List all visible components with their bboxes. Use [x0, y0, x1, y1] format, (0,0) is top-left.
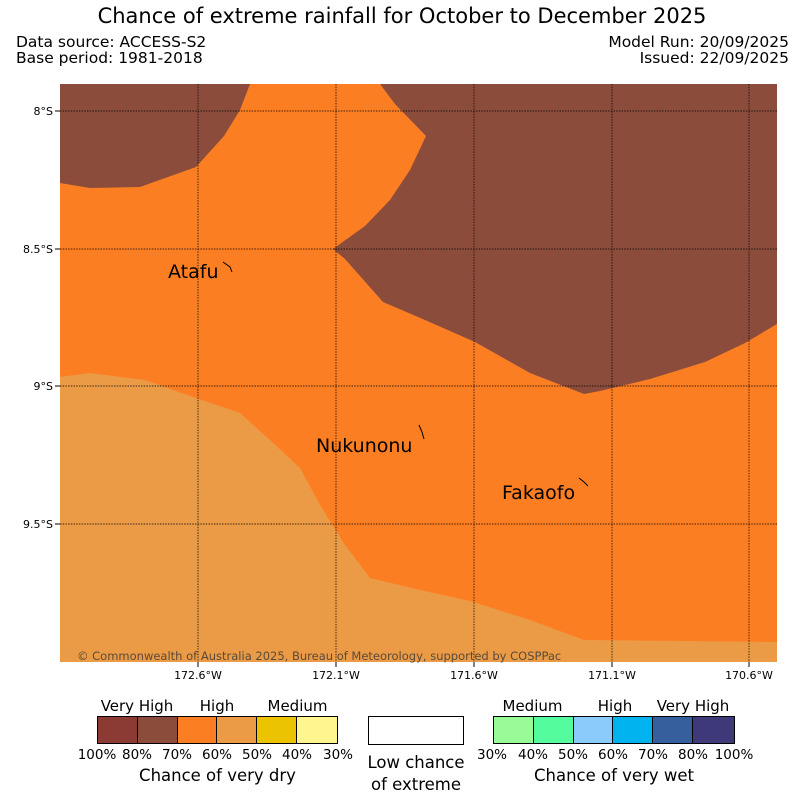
- map-axis-ticks: [55, 110, 750, 667]
- dry-tick-60: 60%: [201, 747, 232, 763]
- dry-tick-100: 100%: [77, 747, 117, 763]
- atoll-outlines: [222, 261, 589, 487]
- wet-legend-title: Chance of very wet: [534, 766, 694, 785]
- wet-tick-70: 70%: [637, 747, 668, 763]
- region-medium-dry-southwest: [60, 373, 777, 662]
- dry-tick-50: 50%: [241, 747, 272, 763]
- place-label-atafu: Atafu: [168, 261, 219, 283]
- dry-tick-40: 40%: [281, 747, 312, 763]
- dry-tick-80: 80%: [121, 747, 152, 763]
- place-label-fakaofo: Fakaofo: [502, 482, 576, 504]
- lat-label-9s: 9°S: [33, 380, 53, 393]
- fakaofo-atoll-outline: [578, 477, 589, 487]
- dry-tick-70: 70%: [161, 747, 192, 763]
- map-graticule: [60, 84, 777, 662]
- dry-swatch-80-70: [137, 717, 178, 743]
- wet-category-high: High: [597, 697, 633, 715]
- wet-tick-60: 60%: [597, 747, 628, 763]
- wet-tick-100: 100%: [714, 747, 754, 763]
- lon-label-171-1w: 171.1°W: [588, 669, 636, 682]
- nukunonu-atoll-outline: [418, 424, 425, 440]
- model-run-text: Model Run: 20/09/2025: [608, 33, 789, 51]
- wet-swatch-50-60: [573, 717, 614, 743]
- wet-tick-80: 80%: [677, 747, 708, 763]
- lat-label-9-5s: 9.5°S: [23, 518, 53, 531]
- wet-colorbar: [493, 716, 735, 744]
- meta-left: Data source: ACCESS-S2 Base period: 1981…: [16, 34, 206, 66]
- dry-category-very-high: Very High: [100, 697, 174, 715]
- wet-swatch-60-70: [613, 717, 654, 743]
- lon-label-172-6w: 172.6°W: [174, 669, 222, 682]
- region-very-high-dry-east: [333, 84, 777, 394]
- low-chance-label-line1: Low chance: [367, 753, 465, 772]
- dry-colorbar: [97, 716, 338, 744]
- region-very-high-dry-northwest: [60, 84, 250, 188]
- wet-tick-40: 40%: [517, 747, 548, 763]
- wet-tick-50: 50%: [557, 747, 588, 763]
- wet-category-very-high: Very High: [656, 697, 730, 715]
- wet-swatch-30-40: [494, 717, 534, 743]
- issued-text: Issued: 22/09/2025: [639, 49, 789, 67]
- copyright-notice: © Commonwealth of Australia 2025, Bureau…: [77, 649, 562, 663]
- low-chance-swatch: [368, 716, 464, 745]
- lon-label-170-6w: 170.6°W: [725, 669, 773, 682]
- data-source-text: Data source: ACCESS-S2: [16, 33, 207, 51]
- atafu-atoll-outline: [222, 261, 233, 273]
- base-period-text: Base period: 1981-2018: [16, 49, 203, 67]
- lat-label-8-5s: 8.5°S: [23, 243, 53, 256]
- dry-swatch-70-60: [177, 717, 218, 743]
- meta-right: Model Run: 20/09/2025 Issued: 22/09/2025: [608, 34, 789, 66]
- low-chance-label: Low chance of extreme: [356, 752, 476, 796]
- wet-category-medium: Medium: [502, 697, 563, 715]
- dry-swatch-50-40: [257, 717, 298, 743]
- wet-swatch-40-50: [533, 717, 574, 743]
- wet-tick-30: 30%: [476, 747, 507, 763]
- wet-swatch-70-80: [653, 717, 694, 743]
- map-title: Chance of extreme rainfall for October t…: [97, 4, 707, 28]
- dry-category-high: High: [199, 697, 235, 715]
- lon-label-172-1w: 172.1°W: [312, 669, 360, 682]
- low-chance-label-line2: of extreme: [370, 775, 462, 794]
- dry-legend-title: Chance of very dry: [139, 766, 296, 785]
- dry-tick-30: 30%: [322, 747, 353, 763]
- dry-category-medium: Medium: [267, 697, 328, 715]
- dry-swatch-60-50: [217, 717, 258, 743]
- place-label-nukunonu: Nukunonu: [316, 435, 413, 457]
- wet-swatch-80-100: [693, 717, 734, 743]
- lon-label-171-6w: 171.6°W: [450, 669, 498, 682]
- dry-swatch-40-30: [297, 717, 337, 743]
- dry-swatch-100-80: [98, 717, 138, 743]
- lat-label-8s: 8°S: [33, 105, 53, 118]
- map-regions: [60, 84, 777, 662]
